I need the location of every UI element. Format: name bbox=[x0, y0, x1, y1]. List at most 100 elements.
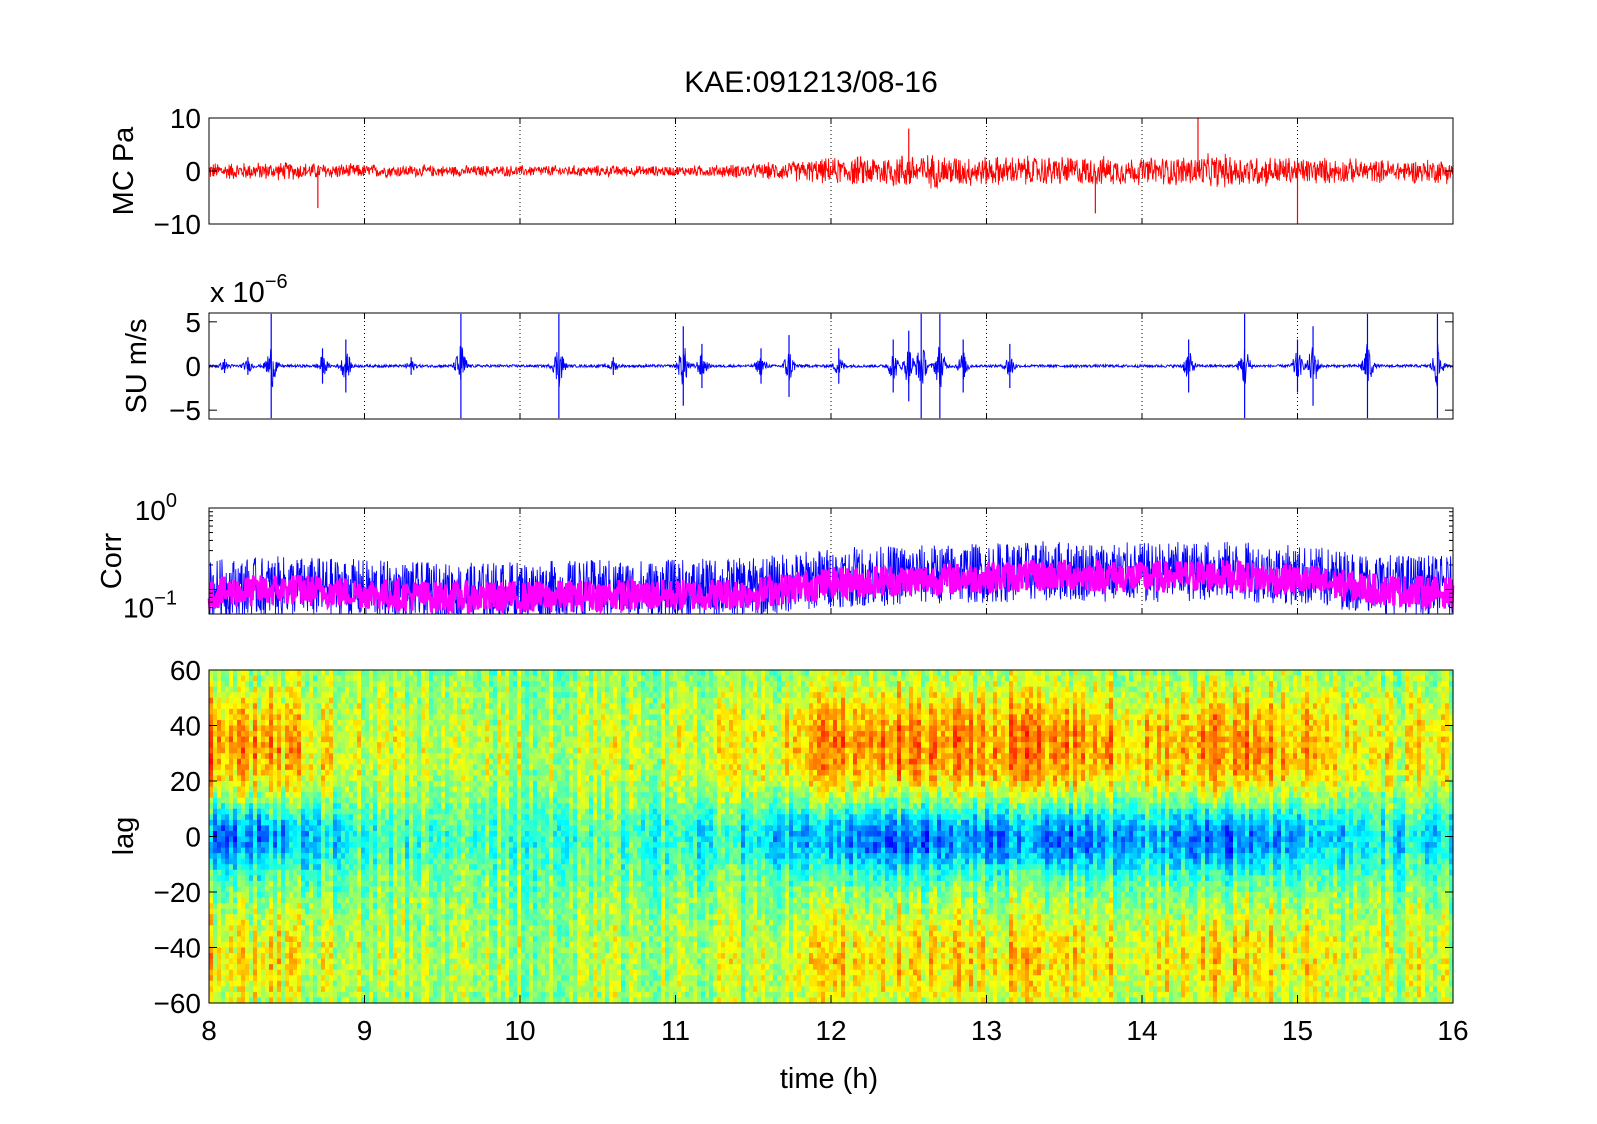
heatmap-cell bbox=[417, 692, 422, 699]
heatmap-cell bbox=[245, 980, 250, 987]
heatmap-cell bbox=[377, 797, 382, 804]
heatmap-cell bbox=[301, 997, 306, 1004]
heatmap-cell bbox=[405, 830, 410, 838]
heatmap-cell bbox=[209, 975, 214, 982]
heatmap-cell bbox=[461, 936, 466, 943]
heatmap-cell bbox=[461, 753, 466, 760]
heatmap-cell bbox=[425, 714, 430, 721]
heatmap-cell bbox=[521, 864, 526, 871]
heatmap-cell bbox=[241, 864, 246, 871]
heatmap-cell bbox=[237, 830, 242, 838]
heatmap-cell bbox=[245, 747, 250, 754]
heatmap-cell bbox=[453, 814, 458, 821]
heatmap-cell bbox=[409, 991, 414, 999]
heatmap-cell bbox=[409, 758, 414, 765]
heatmap-cell bbox=[241, 853, 246, 860]
heatmap-cell bbox=[525, 842, 530, 849]
heatmap-cell bbox=[333, 991, 338, 999]
heatmap-cell bbox=[325, 847, 330, 854]
heatmap-cell bbox=[277, 908, 282, 915]
heatmap-cell bbox=[353, 758, 358, 765]
heatmap-cell bbox=[409, 692, 414, 699]
heatmap-cell bbox=[393, 681, 398, 688]
heatmap-cell bbox=[309, 853, 314, 860]
heatmap-cell bbox=[397, 947, 402, 954]
heatmap-cell bbox=[277, 803, 282, 810]
heatmap-cell bbox=[337, 919, 342, 926]
heatmap-cell bbox=[313, 758, 318, 765]
heatmap-cell bbox=[217, 958, 222, 965]
heatmap-cell bbox=[233, 708, 238, 715]
heatmap-cell bbox=[257, 830, 262, 838]
heatmap-cell bbox=[513, 670, 518, 677]
heatmap-cell bbox=[361, 975, 366, 982]
heatmap-cell bbox=[381, 986, 386, 993]
heatmap-cell bbox=[421, 670, 426, 677]
heatmap-cell bbox=[233, 781, 238, 788]
heatmap-cell bbox=[373, 853, 378, 860]
heatmap-cell bbox=[525, 781, 530, 788]
heatmap-cell bbox=[221, 997, 226, 1004]
heatmap-cell bbox=[477, 670, 482, 677]
panel-corr-frame bbox=[208, 507, 1454, 615]
heatmap-cell bbox=[225, 919, 230, 926]
heatmap-cell bbox=[449, 969, 454, 976]
heatmap-cell bbox=[213, 719, 218, 727]
heatmap-cell bbox=[437, 914, 442, 921]
heatmap-cell bbox=[277, 758, 282, 765]
heatmap-cell bbox=[385, 764, 390, 771]
heatmap-cell bbox=[389, 830, 394, 838]
heatmap-cell bbox=[337, 997, 342, 1004]
heatmap-cell bbox=[229, 742, 234, 749]
heatmap-cell bbox=[301, 708, 306, 715]
heatmap-cell bbox=[385, 819, 390, 826]
heatmap-cell bbox=[281, 719, 286, 727]
heatmap-cell bbox=[225, 697, 230, 704]
heatmap-cell bbox=[421, 703, 426, 710]
heatmap-cell bbox=[369, 797, 374, 804]
heatmap-cell bbox=[425, 969, 430, 976]
heatmap-cell bbox=[453, 719, 458, 727]
heatmap-cell bbox=[269, 747, 274, 754]
heatmap-cell bbox=[513, 764, 518, 771]
heatmap-cell bbox=[357, 781, 362, 788]
heatmap-cell bbox=[349, 714, 354, 721]
heatmap-cell bbox=[301, 914, 306, 921]
heatmap-cell bbox=[317, 864, 322, 871]
heatmap-cell bbox=[401, 753, 406, 760]
heatmap-cell bbox=[477, 725, 482, 732]
heatmap-cell bbox=[273, 681, 278, 688]
heatmap-cell bbox=[365, 753, 370, 760]
heatmap-cell bbox=[233, 775, 238, 782]
heatmap-cell bbox=[381, 719, 386, 727]
heatmap-cell bbox=[309, 686, 314, 693]
heatmap-cell bbox=[413, 975, 418, 982]
heatmap-cell bbox=[265, 747, 270, 754]
heatmap-cell bbox=[393, 819, 398, 826]
heatmap-cell bbox=[505, 925, 510, 932]
heatmap-cell bbox=[513, 781, 518, 788]
heatmap-cell bbox=[313, 703, 318, 710]
heatmap-cell bbox=[445, 864, 450, 871]
heatmap-cell bbox=[261, 980, 266, 987]
heatmap-cell bbox=[325, 769, 330, 777]
heatmap-cell bbox=[257, 908, 262, 915]
heatmap-cell bbox=[345, 797, 350, 804]
heatmap-cell bbox=[357, 670, 362, 677]
heatmap-cell bbox=[365, 997, 370, 1004]
heatmap-cell bbox=[413, 842, 418, 849]
heatmap-cell bbox=[277, 814, 282, 821]
heatmap-cell bbox=[357, 764, 362, 771]
heatmap-cell bbox=[365, 858, 370, 865]
heatmap-cell bbox=[317, 830, 322, 838]
heatmap-cell bbox=[505, 775, 510, 782]
heatmap-cell bbox=[421, 697, 426, 704]
heatmap-cell bbox=[349, 708, 354, 715]
heatmap-cell bbox=[345, 869, 350, 876]
heatmap-cell bbox=[393, 792, 398, 799]
heatmap-cell bbox=[221, 786, 226, 793]
heatmap-cell bbox=[329, 936, 334, 943]
heatmap-cell bbox=[401, 736, 406, 743]
heatmap-cell bbox=[493, 675, 498, 682]
heatmap-cell bbox=[485, 792, 490, 799]
